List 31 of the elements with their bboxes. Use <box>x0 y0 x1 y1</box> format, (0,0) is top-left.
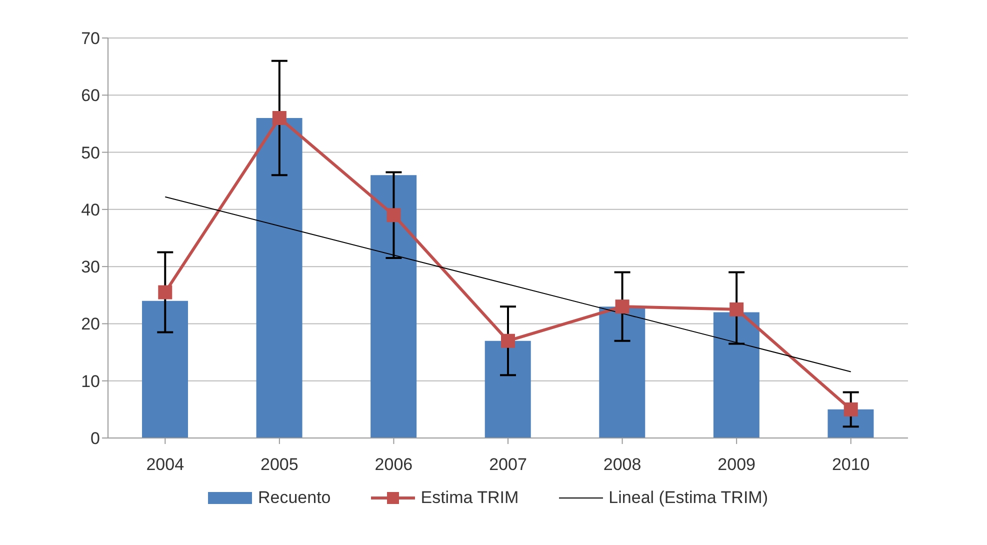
point <box>615 300 630 314</box>
x-tick-label: 2005 <box>260 455 298 474</box>
y-tick-label: 30 <box>81 258 100 277</box>
x-tick-label: 2008 <box>603 455 642 474</box>
point <box>501 334 515 348</box>
y-tick-label: 10 <box>81 372 100 391</box>
point <box>158 285 172 300</box>
y-tick-label: 50 <box>81 143 100 162</box>
bar <box>599 306 646 438</box>
y-tick-label: 70 <box>81 29 100 48</box>
y-tick-label: 40 <box>81 200 100 220</box>
point <box>272 111 286 125</box>
y-tick-label: 20 <box>81 314 100 334</box>
point <box>730 302 744 316</box>
bar <box>142 300 188 438</box>
x-tick-label: 2009 <box>718 455 756 474</box>
y-tick-label: 0 <box>90 429 100 448</box>
bar <box>713 312 760 438</box>
legend-label: Estima TRIM <box>420 488 519 508</box>
legend-label: Recuento <box>258 488 331 508</box>
x-tick-label: 2004 <box>146 455 184 474</box>
bar <box>256 118 302 438</box>
bar <box>484 340 531 438</box>
legend-label: Lineal (Estima TRIM) <box>608 488 768 508</box>
x-tick-label: 2007 <box>489 455 527 474</box>
point <box>844 402 858 416</box>
bar <box>370 175 417 438</box>
x-tick-label: 2010 <box>832 455 870 474</box>
point <box>386 208 401 222</box>
x-tick-label: 2006 <box>374 455 413 474</box>
y-tick-label: 60 <box>81 86 100 106</box>
